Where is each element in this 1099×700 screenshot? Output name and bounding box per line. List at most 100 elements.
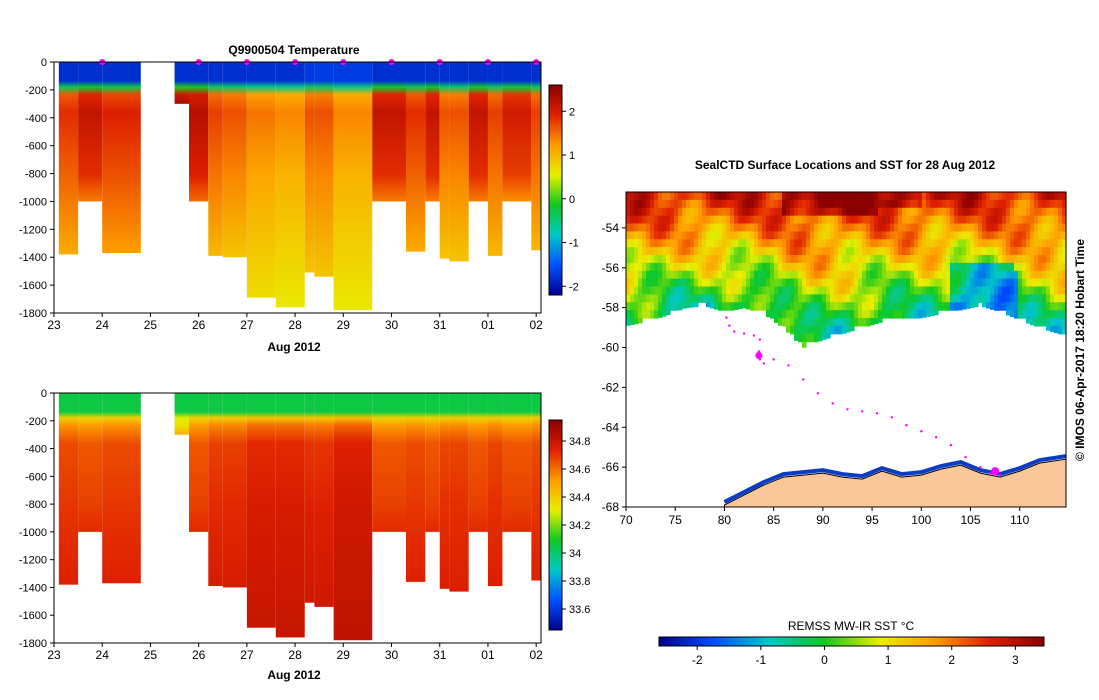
sst-cell (690, 231, 695, 240)
sst-cell (726, 294, 731, 303)
sst-cell (802, 255, 807, 264)
sst-cell (834, 318, 839, 327)
sst-cell (974, 262, 979, 272)
sst-cell (974, 270, 979, 280)
sst-cell (922, 255, 927, 264)
sst-cell (1050, 192, 1055, 201)
sst-cell (866, 223, 871, 232)
sst-cell (1034, 215, 1039, 225)
sst-cell (626, 223, 631, 232)
sst-cell (786, 310, 791, 319)
sst-cell (890, 270, 895, 280)
sst-cell (634, 247, 639, 256)
sst-cell (802, 310, 807, 319)
sst-cell (946, 262, 951, 272)
sst-cell (646, 192, 651, 201)
sst-cell (1006, 294, 1011, 303)
sst-cell (678, 262, 683, 272)
sst-cell (942, 270, 947, 280)
sst-cell (1030, 192, 1035, 201)
sst-cell (1010, 294, 1015, 303)
sst-cell (982, 294, 987, 303)
sst-cell (1022, 199, 1027, 209)
sst-cell (1034, 262, 1039, 272)
sst-cell (822, 318, 827, 327)
sst-cell (790, 310, 795, 319)
sst-cell (822, 278, 827, 288)
sst-cell (978, 286, 983, 295)
sst-cell (714, 278, 719, 288)
sst-cell (794, 278, 799, 288)
sst-cell (1010, 192, 1015, 201)
sst-cell (906, 223, 911, 232)
sst-cell (830, 239, 835, 248)
sst-cell (1046, 215, 1051, 225)
sst-cell (1022, 215, 1027, 225)
sst-cell (954, 192, 959, 201)
sst-cell (630, 199, 635, 209)
sst-cell (1050, 199, 1055, 209)
sst-cell (718, 262, 723, 272)
sst-cell (1038, 215, 1043, 225)
sst-cell (682, 223, 687, 232)
sst-cell (1030, 286, 1035, 295)
sst-cell (770, 231, 775, 240)
sst-cell (1014, 286, 1019, 295)
sst-cell (670, 302, 675, 311)
sst-cell (742, 278, 747, 288)
sst-cell (650, 215, 655, 225)
sst-cell (686, 278, 691, 288)
sst-cell (822, 192, 827, 201)
sst-cell (758, 286, 763, 295)
sst-cell (798, 239, 803, 248)
sst-cell (722, 294, 727, 303)
sst-cell (1054, 207, 1059, 217)
sst-cell (1034, 286, 1039, 295)
sst-cell (806, 215, 811, 225)
sst-cell (958, 231, 963, 240)
sst-cell (838, 302, 843, 311)
sst-cell (814, 286, 819, 295)
sst-cell (786, 247, 791, 256)
sst-cell (834, 325, 839, 335)
sst-cell (902, 262, 907, 272)
sst-cell (906, 262, 911, 272)
sst-cell (882, 262, 887, 272)
sst-cell (1030, 255, 1035, 264)
sst-cell (746, 247, 751, 256)
sst-cell (714, 270, 719, 280)
sst-cell (834, 262, 839, 272)
sst-cell (990, 207, 995, 217)
sst-cell (790, 262, 795, 272)
sst-cell (1018, 223, 1023, 232)
sst-cell (874, 278, 879, 288)
sst-cell (926, 223, 931, 232)
sst-cell (806, 207, 811, 217)
sst-cell (1014, 215, 1019, 225)
sst-cell (838, 318, 843, 327)
sst-cell (858, 199, 863, 209)
sst-cell (806, 278, 811, 288)
sst-cell (994, 255, 999, 264)
y-tick-label: -1600 (19, 280, 47, 292)
sst-cell (634, 294, 639, 303)
sst-cell (690, 239, 695, 248)
sst-cell (862, 294, 867, 303)
sst-cell (890, 199, 895, 209)
sst-cell (726, 286, 731, 295)
sst-cell (830, 255, 835, 264)
sst-cell (918, 310, 923, 319)
sst-cell (890, 239, 895, 248)
sst-cell (658, 199, 663, 209)
sst-cell (682, 294, 687, 303)
sst-cell (726, 247, 731, 256)
sst-cell (934, 278, 939, 288)
colorbar-tick-label: 34.2 (569, 520, 590, 532)
sst-cell (970, 270, 975, 280)
sst-cell (914, 247, 919, 256)
sst-cell (926, 302, 931, 311)
sst-cell (862, 215, 867, 225)
sst-cell (878, 192, 883, 201)
seal-location-cluster (991, 467, 1000, 476)
